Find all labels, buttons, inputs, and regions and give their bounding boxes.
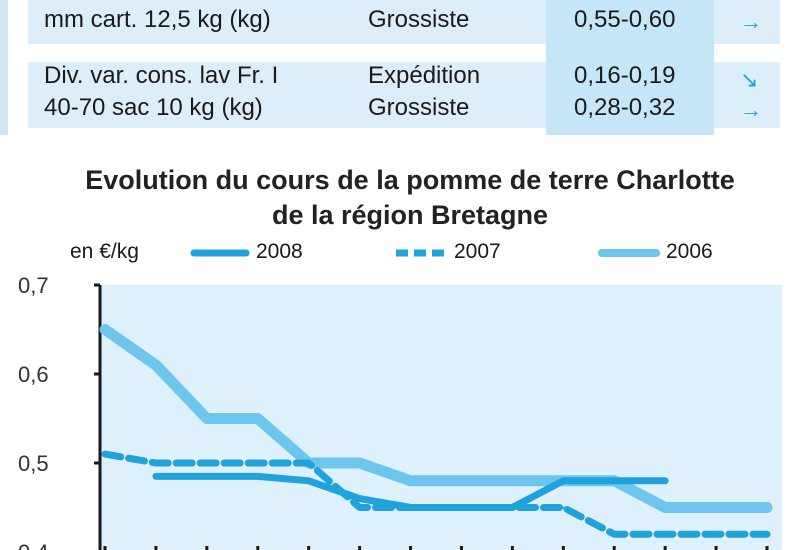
data-point-2006	[205, 417, 208, 420]
data-point-2008	[511, 506, 514, 509]
price-value: 0,16-0,19	[574, 62, 676, 89]
y-tick-label: 0,5	[18, 451, 49, 476]
series-line-2006	[99, 324, 773, 513]
data-point-2007	[256, 462, 259, 464]
data-point-2007	[154, 462, 157, 464]
data-point-2008	[409, 506, 412, 509]
y-tick-label: 0,7	[18, 273, 49, 298]
data-point-2008	[613, 479, 616, 482]
data-point-2006	[409, 479, 412, 482]
data-point-2006	[664, 506, 667, 509]
legend-item-2006: 2006	[598, 238, 713, 268]
data-point-2008	[562, 479, 565, 482]
price-value: 0,55-0,60	[574, 6, 676, 33]
data-point-2006	[256, 417, 259, 420]
legend-label: 2008	[256, 240, 303, 263]
data-point-2007	[766, 533, 768, 536]
stage-label: Grossiste	[368, 6, 470, 33]
data-point-2008	[154, 475, 157, 478]
legend-swatch-2008	[190, 249, 250, 257]
data-point-2008	[358, 497, 361, 500]
legend-label: 2006	[666, 240, 713, 263]
data-point-2007	[104, 453, 106, 456]
data-point-2007	[307, 462, 310, 464]
price-column: 0,55-0,60 0,16-0,19 0,28-0,32	[546, 0, 714, 135]
chart-subtitle: de la région Bretagne	[271, 200, 549, 230]
data-point-2008	[460, 506, 463, 509]
data-point-2008	[205, 475, 208, 478]
table-edge	[0, 0, 8, 135]
data-point-2008	[307, 479, 310, 482]
data-point-2007	[715, 533, 718, 536]
chart-title: Evolution du cours de la pomme de terre …	[85, 165, 735, 195]
y-tick-label: 0,4	[18, 540, 49, 550]
data-point-2008	[256, 475, 259, 478]
trend-arrow-icon: →	[740, 9, 762, 34]
data-point-2007	[613, 533, 616, 536]
data-point-2006	[715, 506, 718, 509]
trend-arrow-icon: ↘	[740, 67, 759, 92]
data-point-2007	[562, 506, 565, 509]
data-point-2006	[154, 364, 157, 367]
legend-label: 2007	[454, 240, 501, 263]
data-point-2007	[664, 533, 667, 536]
price-table: mm cart. 12,5 kg (kg) Grossiste Div. var…	[0, 0, 800, 135]
price-value: 0,28-0,32	[574, 94, 676, 121]
legend-item-2008: 2008	[190, 238, 303, 268]
data-point-2006	[766, 506, 768, 509]
legend-swatch-2006	[598, 249, 660, 257]
y-tick-label: 0,6	[18, 362, 49, 387]
data-point-2006	[104, 328, 106, 331]
y-axis-unit: en €/kg	[70, 240, 139, 263]
product-label: mm cart. 12,5 kg (kg)	[44, 6, 271, 33]
data-point-2006	[460, 479, 463, 482]
legend-item-2007: 2007	[392, 238, 501, 268]
trend-arrow-icon: →	[740, 97, 762, 122]
product-label: 40-70 sac 10 kg (kg)	[44, 94, 263, 121]
legend-swatch-2007	[396, 249, 448, 257]
data-point-2006	[358, 462, 361, 464]
data-point-2007	[205, 462, 208, 464]
product-label: Div. var. cons. lav Fr. I	[44, 62, 279, 89]
stage-label: Expédition	[368, 62, 481, 89]
data-point-2007	[358, 506, 361, 509]
data-point-2008	[664, 479, 667, 482]
stage-label: Grossiste	[368, 94, 470, 121]
data-point-2006	[511, 479, 514, 482]
